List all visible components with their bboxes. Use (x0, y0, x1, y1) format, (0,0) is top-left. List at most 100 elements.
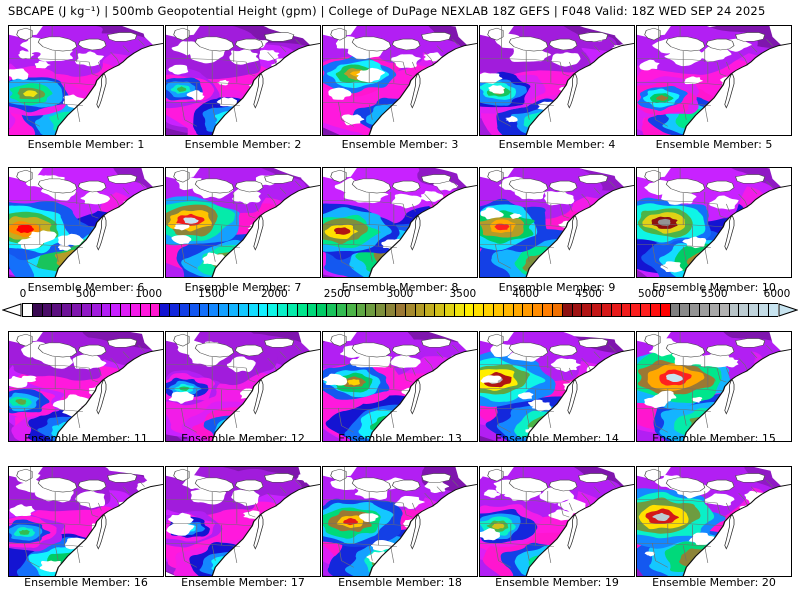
ensemble-panel[interactable] (322, 331, 478, 442)
colorbar-cell (91, 304, 102, 316)
ensemble-panel[interactable] (8, 331, 164, 442)
colorbar-cell (366, 304, 377, 316)
panel-label: Ensemble Member: 3 (341, 138, 459, 151)
colorbar-cell (592, 304, 602, 316)
colorbar-cell (533, 304, 544, 316)
colorbar-cell (435, 304, 445, 316)
colorbar-cell (189, 304, 200, 316)
colorbar-cell (42, 304, 53, 316)
ensemble-panel[interactable] (322, 25, 478, 136)
panel-label: Ensemble Member: 8 (341, 281, 459, 294)
colorbar-cell (641, 304, 651, 316)
colorbar-cell (346, 304, 357, 316)
colorbar-tick-label: 4500 (575, 288, 602, 300)
ensemble-panel[interactable] (322, 466, 478, 577)
ensemble-panel[interactable] (8, 466, 164, 577)
colorbar-cells (22, 303, 778, 317)
ensemble-panel[interactable] (165, 331, 321, 442)
colorbar-tick-label: 4000 (512, 288, 540, 300)
colorbar-tick-label: 3000 (386, 288, 414, 300)
colorbar-cell (180, 304, 190, 316)
panel-label: Ensemble Member: 13 (338, 432, 462, 445)
colorbar-cell (268, 304, 279, 316)
colorbar-cell (464, 304, 475, 316)
colorbar-cell (356, 304, 367, 316)
colorbar-cell (287, 304, 298, 316)
colorbar-tick-label: 5500 (700, 288, 728, 300)
colorbar-cell (494, 304, 504, 316)
colorbar-strip (0, 302, 800, 318)
colorbar-tick-label: 2500 (323, 288, 351, 300)
panel-label: Ensemble Member: 6 (27, 281, 145, 294)
ensemble-panel[interactable] (165, 466, 321, 577)
colorbar-cell (670, 304, 681, 316)
colorbar-cell (523, 304, 534, 316)
colorbar-cell (121, 304, 131, 316)
colorbar-cell (582, 304, 593, 316)
colorbar-cell (130, 304, 141, 316)
colorbar-cell (81, 304, 92, 316)
colorbar-cell (111, 304, 122, 316)
colorbar-cell (278, 304, 288, 316)
colorbar-cell (709, 304, 720, 316)
colorbar-cell (337, 304, 347, 316)
colorbar-tick-label: 1500 (198, 288, 225, 300)
colorbar-cell (140, 304, 151, 316)
colorbar-low-cap-icon (2, 303, 22, 317)
colorbar-cell (700, 304, 710, 316)
ensemble-panel[interactable] (479, 167, 635, 278)
ensemble-panel[interactable] (636, 331, 792, 442)
panel-label: Ensemble Member: 1 (27, 138, 145, 151)
panel-label: Ensemble Member: 9 (498, 281, 616, 294)
ensemble-panel[interactable] (165, 25, 321, 136)
colorbar-cell (405, 304, 416, 316)
colorbar-tick-label: 500 (75, 288, 96, 300)
ensemble-panel[interactable] (479, 331, 635, 442)
colorbar-cell (680, 304, 691, 316)
colorbar-cell (101, 304, 112, 316)
colorbar-cell (601, 304, 612, 316)
colorbar-tick-label: 0 (19, 288, 27, 300)
colorbar-cell (327, 304, 337, 316)
ensemble-panel[interactable] (479, 466, 635, 577)
panel-label: Ensemble Member: 19 (495, 576, 619, 589)
colorbar-cell (768, 304, 778, 316)
colorbar-cell (543, 304, 553, 316)
ensemble-panel[interactable] (636, 466, 792, 577)
colorbar-tick-labels: 0 500 1000 1500 2000 2500 3000 3500 4000 4500 5000… (0, 288, 800, 302)
colorbar-cell (729, 304, 740, 316)
colorbar-cell (376, 304, 387, 316)
colorbar-tick-label: 3500 (449, 288, 477, 300)
panel-label: Ensemble Member: 17 (181, 576, 305, 589)
ensemble-panel[interactable] (8, 25, 164, 136)
panel-label: Ensemble Member: 14 (495, 432, 619, 445)
colorbar-cell (572, 304, 583, 316)
panel-label: Ensemble Member: 5 (655, 138, 773, 151)
ensemble-panel[interactable] (479, 25, 635, 136)
colorbar-cell (209, 304, 220, 316)
colorbar-tick-label: 2000 (260, 288, 288, 300)
colorbar-cell (238, 304, 249, 316)
ensemble-panel[interactable] (322, 167, 478, 278)
ensemble-panel[interactable] (636, 25, 792, 136)
colorbar-tick-label: 6000 (763, 288, 791, 300)
colorbar-cell (52, 304, 63, 316)
header-bar: SBCAPE (J kg⁻¹) | 500mb Geopotential Hei… (0, 0, 800, 22)
colorbar-cell (62, 304, 73, 316)
colorbar-cell (484, 304, 494, 316)
colorbar-cell (660, 304, 671, 316)
colorbar-cell (307, 304, 318, 316)
colorbar-cell (454, 304, 465, 316)
colorbar-cell (160, 304, 171, 316)
panel-label: Ensemble Member: 10 (652, 281, 776, 294)
ensemble-panel[interactable] (165, 167, 321, 278)
colorbar-cell (719, 304, 730, 316)
ensemble-panel[interactable] (8, 167, 164, 278)
colorbar-cell (219, 304, 230, 316)
colorbar-cell (199, 304, 210, 316)
ensemble-panel[interactable] (636, 167, 792, 278)
colorbar-cell (611, 304, 622, 316)
panel-label: Ensemble Member: 20 (652, 576, 776, 589)
colorbar-cell (503, 304, 514, 316)
colorbar-tick-label: 1000 (135, 288, 163, 300)
